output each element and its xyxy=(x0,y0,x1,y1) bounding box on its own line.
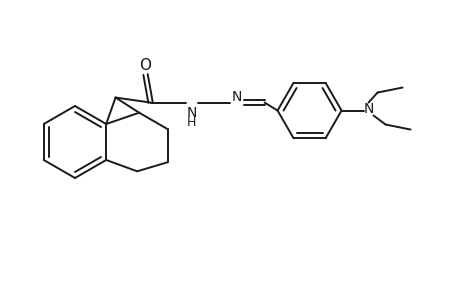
Text: H: H xyxy=(186,116,196,129)
Text: N: N xyxy=(186,106,196,119)
Text: N: N xyxy=(231,89,241,103)
Text: O: O xyxy=(139,58,151,73)
Text: N: N xyxy=(363,101,373,116)
